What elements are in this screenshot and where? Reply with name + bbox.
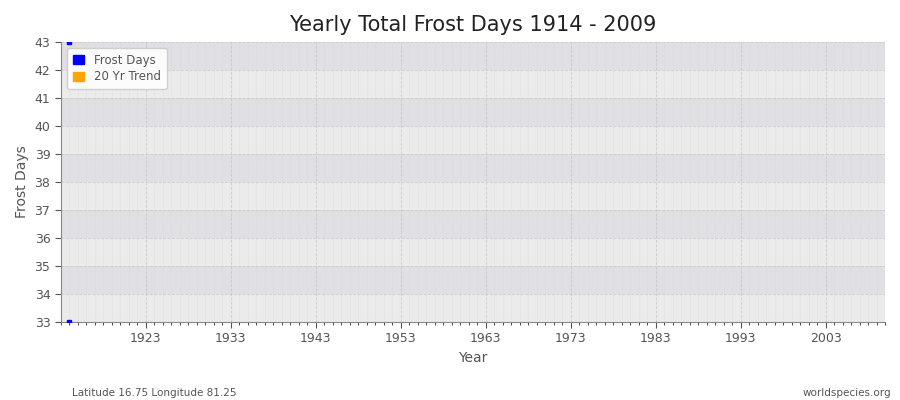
Bar [61,210,885,238]
Bar [61,126,885,154]
Bar [61,238,885,266]
Text: Latitude 16.75 Longitude 81.25: Latitude 16.75 Longitude 81.25 [72,388,237,398]
Bar [61,42,885,70]
Bar [61,98,885,126]
Bar [61,294,885,322]
Bar [61,70,885,98]
Text: worldspecies.org: worldspecies.org [803,388,891,398]
Y-axis label: Frost Days: Frost Days [15,146,29,218]
Bar [61,266,885,294]
Bar [61,154,885,182]
X-axis label: Year: Year [458,351,488,365]
Title: Yearly Total Frost Days 1914 - 2009: Yearly Total Frost Days 1914 - 2009 [289,15,657,35]
Legend: Frost Days, 20 Yr Trend: Frost Days, 20 Yr Trend [67,48,166,89]
Bar [61,182,885,210]
